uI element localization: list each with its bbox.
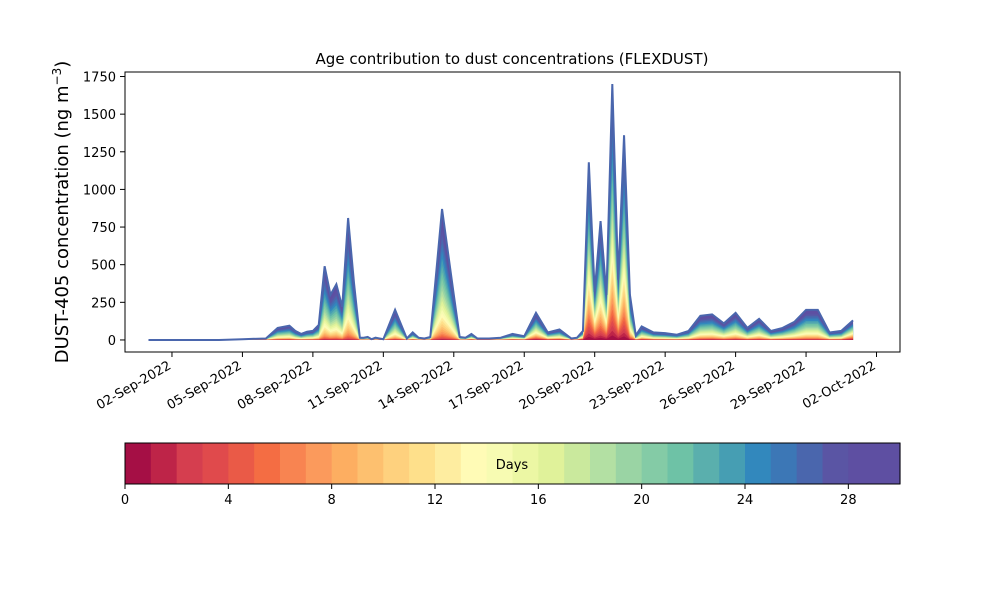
age-layer-area: [148, 146, 854, 340]
colorbar-swatch: [357, 443, 384, 484]
x-axis: 02-Sep-202205-Sep-202208-Sep-202211-Sep-…: [94, 352, 879, 413]
age-layer-area: [148, 237, 854, 340]
y-axis-label-suffix: ): [52, 61, 73, 68]
colorbar-swatch: [331, 443, 359, 484]
y-axis: 0 250 500 750 1000 1250 1500 1750: [83, 71, 125, 349]
colorbar-tick-label: 16: [530, 493, 547, 508]
chart-title: Age contribution to dust concentrations …: [316, 50, 709, 68]
colorbar-swatch: [822, 443, 849, 484]
x-tick-label: 11-Sep-2022: [306, 358, 386, 413]
x-tick-label: 08-Sep-2022: [235, 358, 315, 413]
colorbar-tick-label: 28: [840, 493, 857, 508]
age-layer-area: [148, 84, 854, 340]
colorbar-swatch: [564, 443, 591, 484]
colorbar-swatch: [693, 443, 720, 484]
age-layer-area: [148, 219, 854, 340]
y-axis-label: DUST-405 concentration (ng m−3): [50, 61, 73, 364]
colorbar-swatch: [770, 443, 798, 484]
colorbar-swatch: [460, 443, 488, 484]
colorbar-swatch: [641, 443, 669, 484]
colorbar-swatch: [176, 443, 204, 484]
age-layer-area: [148, 179, 854, 340]
colorbar-swatch: [512, 443, 539, 484]
colorbar-swatch: [615, 443, 643, 484]
x-tick-label: 23-Sep-2022: [587, 358, 667, 413]
colorbar-tick-label: 8: [328, 493, 336, 508]
colorbar: [125, 443, 901, 484]
colorbar-swatch: [874, 443, 901, 484]
age-layer-area: [148, 200, 854, 340]
colorbar-swatch: [486, 443, 514, 484]
age-layer-area: [148, 110, 854, 340]
y-tick-label: 1500: [83, 108, 116, 123]
colorbar-swatch: [435, 443, 462, 484]
colorbar-swatch: [383, 443, 410, 484]
colorbar-swatch: [305, 443, 333, 484]
colorbar-label: Days: [496, 458, 529, 473]
plot-frame: [124, 71, 901, 353]
x-tick-label: 14-Sep-2022: [376, 358, 456, 413]
colorbar-swatch: [228, 443, 255, 484]
colorbar-swatch: [538, 443, 565, 484]
colorbar-swatch: [280, 443, 307, 484]
age-layer-area: [148, 228, 854, 340]
y-tick-label: 250: [91, 296, 116, 311]
colorbar-ticks: 0 4 8 12 16 20 24 28: [121, 484, 857, 508]
x-tick-label: 02-Oct-2022: [800, 358, 878, 412]
age-layer-area: [148, 157, 854, 340]
age-layer-area: [148, 97, 854, 340]
colorbar-swatch: [254, 443, 281, 484]
x-tick-label: 05-Sep-2022: [165, 358, 245, 413]
y-axis-label-superscript: −3: [50, 68, 64, 86]
y-tick-label: 1000: [83, 183, 116, 198]
colorbar-swatch: [590, 443, 617, 484]
colorbar-swatch: [719, 443, 746, 484]
y-tick-label: 750: [91, 221, 116, 236]
y-tick-label: 0: [108, 334, 116, 349]
colorbar-tick-label: 20: [633, 493, 650, 508]
colorbar-swatch: [796, 443, 824, 484]
plot-area: [148, 84, 854, 341]
colorbar-frame: [124, 442, 901, 485]
colorbar-swatch: [409, 443, 436, 484]
colorbar-tick-label: 0: [121, 493, 129, 508]
y-tick-label: 500: [91, 259, 116, 274]
y-tick-label: 1250: [83, 146, 116, 161]
colorbar-swatch: [125, 443, 152, 484]
x-tick-label: 02-Sep-2022: [94, 358, 174, 413]
colorbar-tick-label: 4: [224, 493, 232, 508]
age-layer-area: [148, 168, 854, 340]
y-axis-label-main: DUST-405 concentration (ng m: [52, 85, 73, 363]
colorbar-tick-label: 24: [737, 493, 754, 508]
age-layer-area: [148, 122, 854, 340]
colorbar-swatch: [150, 443, 178, 484]
age-layer-area: [148, 210, 854, 340]
colorbar-swatch: [848, 443, 875, 484]
colorbar-swatch: [745, 443, 772, 484]
colorbar-tick-label: 12: [427, 493, 444, 508]
total-concentration-line: [148, 84, 854, 341]
x-tick-label: 29-Sep-2022: [728, 358, 808, 413]
x-tick-label: 26-Sep-2022: [658, 358, 738, 413]
age-layer-area: [148, 246, 854, 340]
age-layer-area: [148, 134, 854, 340]
colorbar-swatch: [202, 443, 229, 484]
x-tick-label: 17-Sep-2022: [446, 358, 526, 413]
y-tick-label: 1750: [83, 71, 116, 86]
age-layer-area: [148, 190, 854, 340]
colorbar-swatch: [667, 443, 694, 484]
x-tick-label: 20-Sep-2022: [517, 358, 597, 413]
